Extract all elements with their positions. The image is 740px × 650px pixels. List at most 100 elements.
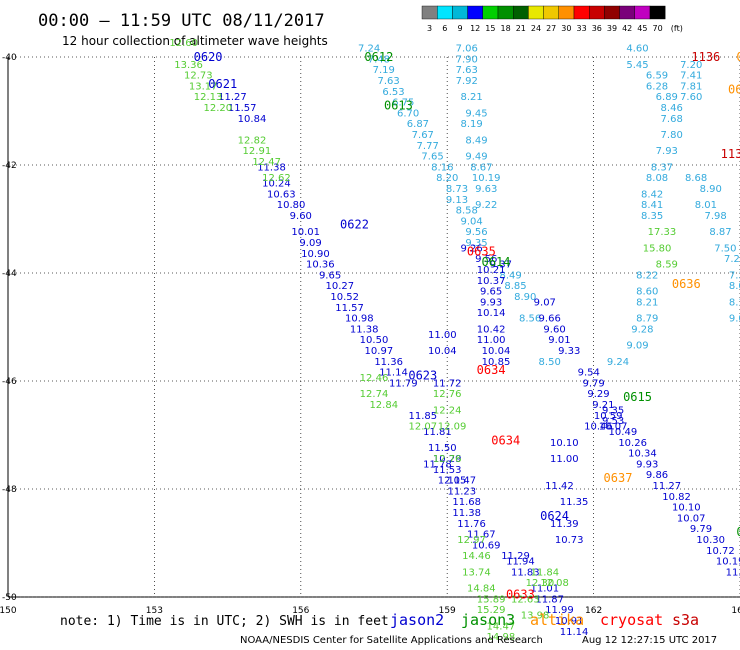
swh-value: 12.08 [540,578,569,589]
swh-value: 8.58 [456,206,478,217]
observations: 11.2711.5710.8411.3810.2410.6310.809.601… [169,38,740,643]
y-tick-label: -48 [2,485,17,495]
swh-value: 10.29 [433,454,462,465]
swh-value: 4.60 [626,44,648,55]
swh-value: 10.01 [291,227,320,238]
x-tick-label: 153 [146,606,163,616]
colorbar-label: 36 [592,24,602,33]
colorbar-swatch [573,5,590,20]
swh-value: 12.76 [433,454,462,465]
swh-value: 10.10 [550,438,579,449]
swh-value: 10.73 [555,535,584,546]
swh-value: 11.42 [545,481,574,492]
swh-value: 11.79 [389,378,418,389]
swh-value: 11.38 [350,324,379,335]
swh-value: 10.26 [618,438,647,449]
colorbar-label: 30 [561,24,571,33]
swh-value: 11.36 [374,357,403,368]
swh-value: 9.13 [446,195,468,206]
swh-value: 9.04 [460,216,482,227]
swh-value: 11.14 [379,368,408,379]
swh-value: 10.84 [238,114,267,125]
colorbar-label: 9 [457,24,462,33]
pass-time-label: 0635 [467,244,496,258]
swh-value: 9.21 [592,400,614,411]
swh-value: 11.85 [408,411,437,422]
swh-value: 11.39 [550,519,579,530]
colorbar-swatch [513,5,529,20]
swh-value: 10.69 [472,540,501,551]
swh-value: 8.16 [431,162,453,173]
pass-time-label: 1135 [721,147,740,161]
swh-value: 8.49 [465,135,487,146]
swh-value: 8.20 [436,173,458,184]
swh-value: 7.68 [661,114,683,125]
swh-value: 10.59 [594,411,623,422]
colorbar-label: 18 [501,24,511,33]
swh-value: 11.38 [452,508,481,519]
swh-value: 10.07 [677,513,706,524]
colorbar-label: 45 [637,24,647,33]
swh-value: 10.46 [584,422,613,433]
swh-value: 12.46 [360,373,389,384]
swh-value: 11.01 [530,584,559,595]
swh-value: 11.23 [448,486,477,497]
swh-value: 12.30 [526,578,555,589]
swh-value: 11.76 [457,519,486,530]
swh-value: 10.21 [477,265,506,276]
axis-ticks: 150 153 156 159 162 165 -40 -42 -44 -46 -48 -50 [0,53,740,616]
swh-value: 12.24 [433,405,462,416]
pass-time-label: 0637 [728,82,740,96]
swh-value: 9.54 [578,368,600,379]
swh-value: 9.01 [548,335,570,346]
swh-value: 7.60 [680,92,702,103]
swh-value: 7.80 [661,130,683,141]
swh-value: 9.09 [626,341,648,352]
swh-value: 9.65 [480,287,502,298]
swh-value: 10.36 [306,260,335,271]
swh-value: 7.93 [656,146,678,157]
colorbar-swatch [421,5,438,20]
swh-value: 13.74 [462,567,491,578]
swh-value: 9.66 [539,314,561,325]
swh-value: 10.19 [716,557,740,568]
swh-value: 8.56 [519,314,541,325]
swh-value: 13.98 [521,611,550,622]
swh-value: 11.78 [423,459,452,470]
swh-value: 9.53 [602,416,624,427]
swh-value: 10.82 [662,492,691,503]
swh-value: 11.94 [506,557,535,568]
swh-value: 11.00 [477,335,506,346]
swh-value: 10.37 [477,276,506,287]
swh-value: 11.27 [652,481,681,492]
swh-value: 10.80 [277,200,306,211]
pass-time-label: 0634 [477,363,506,377]
swh-value: 11.53 [433,465,462,476]
swh-value: 7.67 [412,130,434,141]
swh-value: 8.79 [636,314,658,325]
colorbar-label: 24 [531,24,541,33]
plot-area [7,57,740,598]
pass-time-label: 0612 [364,50,393,64]
pass-time-label: 0633 [506,587,535,601]
swh-value: 9.60 [290,211,312,222]
swh-value: 9.22 [475,200,497,211]
colorbar-label: 39 [607,24,617,33]
swh-value: 7.19 [373,65,395,76]
colorbar-label: 70 [653,24,663,33]
colorbar-swatch [619,5,635,20]
swh-value: 12.62 [262,173,291,184]
swh-value: 13.36 [174,60,203,71]
swh-value: 8.90 [514,292,536,303]
swh-value: 10.27 [326,281,355,292]
swh-value: 9.07 [534,297,556,308]
swh-value: 8.08 [646,173,668,184]
swh-value: 14.47 [487,621,516,632]
swh-value: 17.33 [648,227,677,238]
footer-note: note: 1) Time is in UTC; 2) SWH is in fe… [60,614,389,629]
swh-value: 7.38 [729,270,740,281]
pass-time-label: 0623 [408,369,437,383]
swh-value: 10.97 [365,346,394,357]
swh-value: 10.04 [482,346,511,357]
